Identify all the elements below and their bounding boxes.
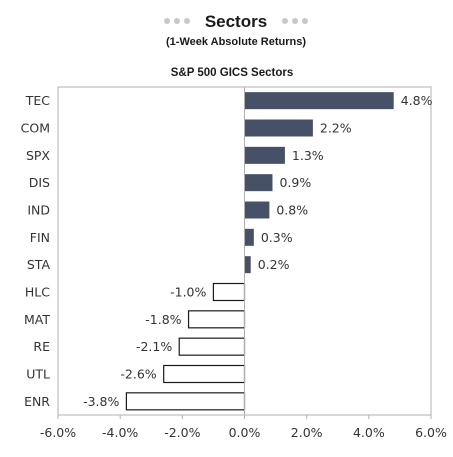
x-tick-label: 2.0% <box>291 425 323 440</box>
x-tick-label: 6.0% <box>415 425 447 440</box>
bar-sta <box>244 256 251 274</box>
category-label-tec: TEC <box>25 93 51 108</box>
x-tick-label: -6.0% <box>40 425 76 440</box>
category-label-mat: MAT <box>24 312 50 327</box>
category-label-re: RE <box>33 339 50 354</box>
value-label-tec: 4.8% <box>401 93 433 108</box>
value-label-spx: 1.3% <box>292 148 324 163</box>
x-tick-label: 4.0% <box>353 425 385 440</box>
left-dots-icon <box>164 18 190 24</box>
bar-com <box>244 119 313 137</box>
value-label-com: 2.2% <box>320 121 352 136</box>
bar-tec <box>244 92 394 110</box>
value-label-dis: 0.9% <box>279 175 311 190</box>
bar-ind <box>244 201 270 219</box>
category-label-hlc: HLC <box>25 285 50 300</box>
category-label-enr: ENR <box>24 394 50 409</box>
page-title: Sectors <box>205 12 267 31</box>
category-labels: TEC COM SPX DIS IND FIN STA HLC MAT RE UTL ENR <box>21 93 51 409</box>
bar-mat <box>187 310 246 329</box>
category-label-dis: DIS <box>29 175 50 190</box>
category-label-sta: STA <box>27 257 51 272</box>
value-label-sta: 0.2% <box>258 257 290 272</box>
value-label-fin: 0.3% <box>261 230 293 245</box>
right-dots-icon <box>282 18 308 24</box>
category-label-utl: UTL <box>26 367 50 382</box>
bars <box>125 92 394 411</box>
category-label-fin: FIN <box>30 230 50 245</box>
x-tick-label: -4.0% <box>102 425 138 440</box>
bar-re <box>178 337 246 356</box>
x-tick-label: 0.0% <box>229 425 261 440</box>
value-label-hlc: -1.0% <box>170 285 206 300</box>
x-tick-label: -2.0% <box>164 425 200 440</box>
bar-dis <box>244 174 273 192</box>
x-axis: -6.0% -4.0% -2.0% 0.0% 2.0% 4.0% 6.0% <box>40 87 447 440</box>
value-label-mat: -1.8% <box>145 312 181 327</box>
value-label-re: -2.1% <box>136 339 172 354</box>
value-label-utl: -2.6% <box>120 367 156 382</box>
bar-fin <box>244 228 254 246</box>
bar-utl <box>163 364 246 384</box>
category-label-com: COM <box>21 121 50 136</box>
value-label-enr: -3.8% <box>83 394 119 409</box>
bar-hlc <box>212 282 246 302</box>
page-subtitle: (1-Week Absolute Returns) <box>166 36 306 48</box>
value-label-ind: 0.8% <box>276 203 308 218</box>
header: Sectors (1-Week Absolute Returns) <box>164 12 308 48</box>
bar-enr <box>125 392 246 411</box>
bar-spx <box>244 146 285 164</box>
category-label-ind: IND <box>27 203 50 218</box>
category-label-spx: SPX <box>26 148 50 163</box>
chart-title: S&P 500 GICS Sectors <box>171 67 294 79</box>
value-labels: 4.8% 2.2% 1.3% 0.9% 0.8% 0.3% 0.2% -1.0% -1.8% -2… <box>83 93 432 409</box>
